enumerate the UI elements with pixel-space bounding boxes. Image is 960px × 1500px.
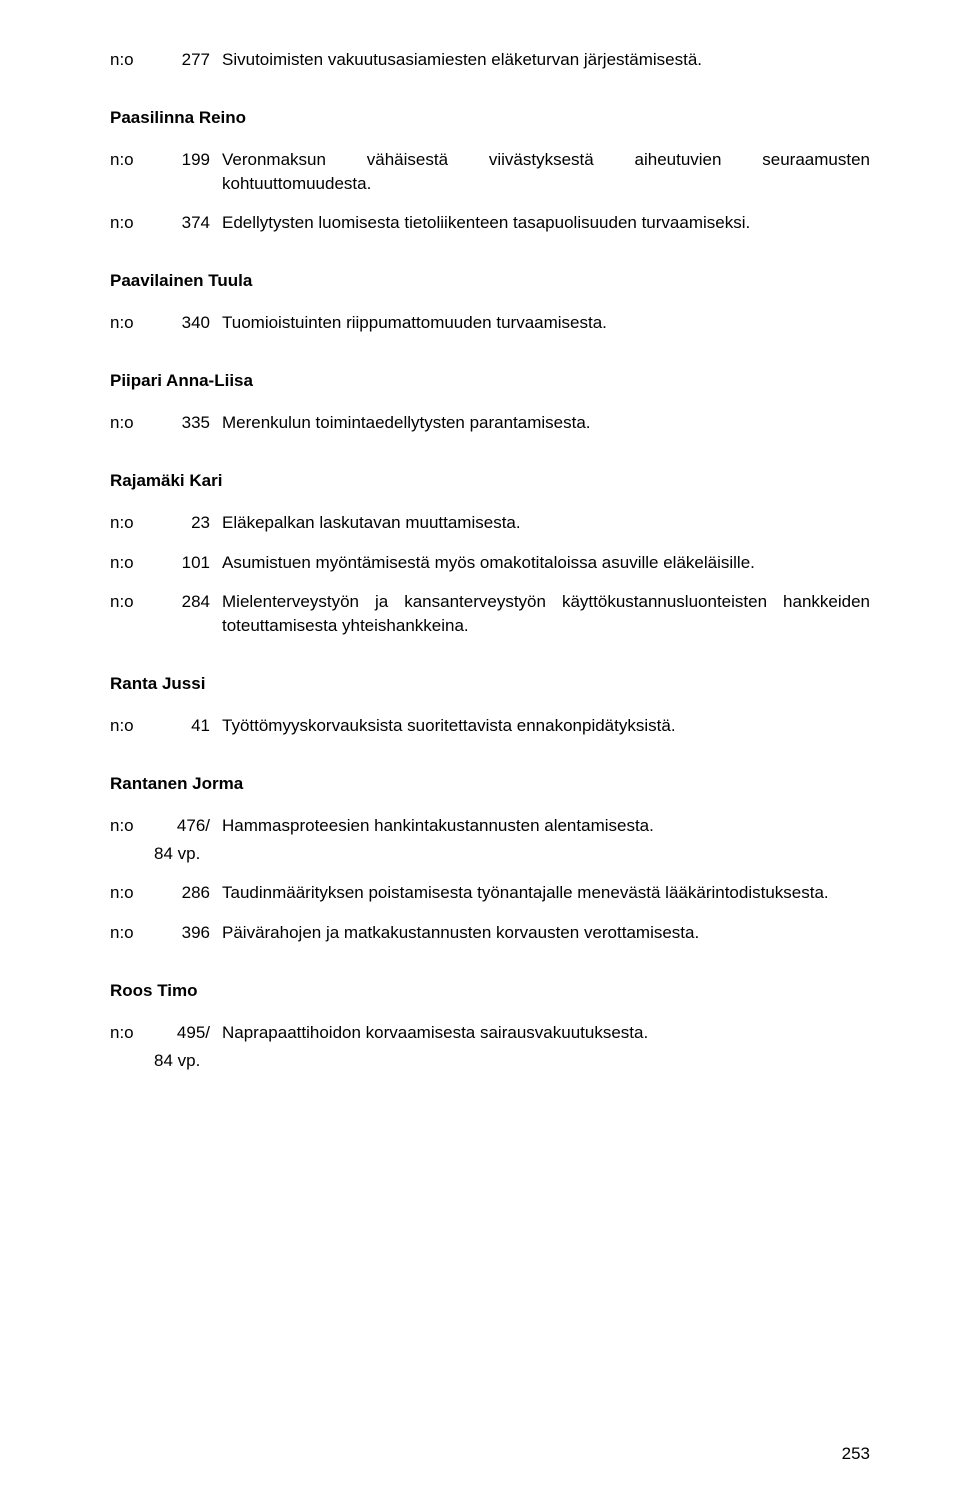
entry-row: n:o199Veronmaksun vähäisestä viivästykse…	[110, 148, 870, 196]
entry-number: 374	[154, 211, 222, 235]
entry-number: 284	[154, 590, 222, 638]
entry-number: 335	[154, 411, 222, 435]
entry-text: Veronmaksun vähäisestä viivästyksestä ai…	[222, 148, 870, 196]
entry-text: Eläkepalkan laskutavan muuttamisesta.	[222, 511, 870, 535]
entry-number: 495/	[154, 1021, 222, 1045]
person-name: Piipari Anna-Liisa	[110, 371, 870, 391]
entry-number: 476/	[154, 814, 222, 838]
entry-text: Merenkulun toimintaedellytysten parantam…	[222, 411, 870, 435]
entry-prefix: n:o	[110, 511, 154, 535]
entry-number: 396	[154, 921, 222, 945]
top-entries: n:o277Sivutoimisten vakuutusasiamiesten …	[110, 48, 870, 72]
entry-row: n:o286Taudinmäärityksen poistamisesta ty…	[110, 881, 870, 905]
entry-row: n:o23Eläkepalkan laskutavan muuttamisest…	[110, 511, 870, 535]
entry-row: n:o396Päivärahojen ja matkakustannusten …	[110, 921, 870, 945]
entry-row: n:o374Edellytysten luomisesta tietoliike…	[110, 211, 870, 235]
entry-text: Mielenterveystyön ja kansanterveystyön k…	[222, 590, 870, 638]
entry-prefix: n:o	[110, 714, 154, 738]
entry-number: 101	[154, 551, 222, 575]
entry-number: 286	[154, 881, 222, 905]
persons-list: Paasilinna Reinon:o199Veronmaksun vähäis…	[110, 108, 870, 1073]
entry-number: 23	[154, 511, 222, 535]
entry-prefix: n:o	[110, 814, 154, 838]
entry-row: n:o284Mielenterveystyön ja kansanterveys…	[110, 590, 870, 638]
entry-row: n:o101Asumistuen myöntämisestä myös omak…	[110, 551, 870, 575]
entry-row: n:o335Merenkulun toimintaedellytysten pa…	[110, 411, 870, 435]
entry-text: Asumistuen myöntämisestä myös omakotital…	[222, 551, 870, 575]
entry-row: n:o476/Hammasproteesien hankintakustannu…	[110, 814, 870, 838]
entry-text: Päivärahojen ja matkakustannusten korvau…	[222, 921, 870, 945]
entry-row: n:o41Työttömyyskorvauksista suoritettavi…	[110, 714, 870, 738]
entry-prefix: n:o	[110, 921, 154, 945]
entry-row: n:o277Sivutoimisten vakuutusasiamiesten …	[110, 48, 870, 72]
entry-prefix: n:o	[110, 551, 154, 575]
entry-text: Edellytysten luomisesta tietoliikenteen …	[222, 211, 870, 235]
person-name: Paavilainen Tuula	[110, 271, 870, 291]
entry-prefix: n:o	[110, 411, 154, 435]
entry-row: n:o495/Naprapaattihoidon korvaamisesta s…	[110, 1021, 870, 1045]
page-container: n:o277Sivutoimisten vakuutusasiamiesten …	[0, 0, 960, 1500]
person-name: Rajamäki Kari	[110, 471, 870, 491]
entry-number: 199	[154, 148, 222, 196]
entry-text: Tuomioistuinten riippumattomuuden turvaa…	[222, 311, 870, 335]
entry-subrow: 84 vp.	[110, 842, 870, 866]
entry-number: 340	[154, 311, 222, 335]
entry-subtext: 84 vp.	[154, 842, 222, 866]
person-name: Roos Timo	[110, 981, 870, 1001]
entry-prefix: n:o	[110, 211, 154, 235]
entry-subtext: 84 vp.	[154, 1049, 222, 1073]
entry-text: Naprapaattihoidon korvaamisesta sairausv…	[222, 1021, 870, 1045]
entry-number: 277	[154, 48, 222, 72]
entry-subrow: 84 vp.	[110, 1049, 870, 1073]
entry-row: n:o340Tuomioistuinten riippumattomuuden …	[110, 311, 870, 335]
page-number: 253	[842, 1444, 870, 1464]
person-name: Rantanen Jorma	[110, 774, 870, 794]
person-name: Paasilinna Reino	[110, 108, 870, 128]
entry-text: Hammasproteesien hankintakustannusten al…	[222, 814, 870, 838]
entry-text: Sivutoimisten vakuutusasiamiesten eläket…	[222, 48, 870, 72]
entry-prefix: n:o	[110, 590, 154, 638]
entry-number: 41	[154, 714, 222, 738]
entry-prefix: n:o	[110, 48, 154, 72]
entry-prefix: n:o	[110, 148, 154, 196]
entry-text: Taudinmäärityksen poistamisesta työnanta…	[222, 881, 870, 905]
entry-text: Työttömyyskorvauksista suoritettavista e…	[222, 714, 870, 738]
entry-prefix: n:o	[110, 311, 154, 335]
entry-prefix: n:o	[110, 1021, 154, 1045]
person-name: Ranta Jussi	[110, 674, 870, 694]
entry-prefix: n:o	[110, 881, 154, 905]
